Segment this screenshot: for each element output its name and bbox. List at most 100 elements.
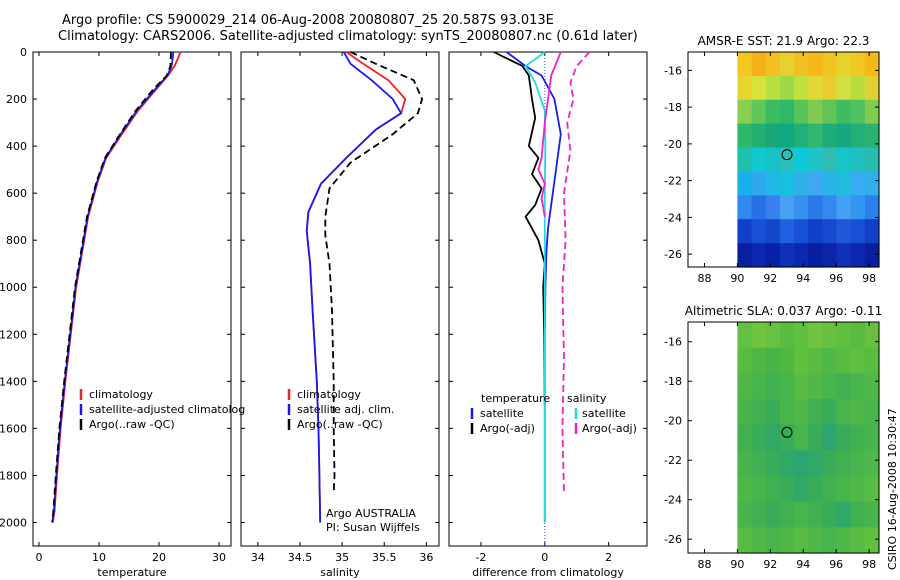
legend-title: temperature	[481, 392, 550, 405]
heatmap-cell	[765, 219, 781, 244]
y-tick-label: -24	[664, 494, 682, 507]
x-tick-label: 0	[541, 551, 548, 564]
heatmap-cell	[850, 123, 866, 149]
y-tick-label: 800	[6, 234, 27, 247]
heatmap-cell	[822, 399, 838, 426]
heatmap-cell	[751, 99, 767, 125]
y-tick-label: 400	[6, 140, 27, 153]
heatmap-cell	[822, 52, 838, 77]
heatmap-cell	[864, 243, 880, 268]
heatmap-cell	[836, 399, 852, 426]
heatmap-cell	[850, 322, 866, 349]
heatmap-cell	[737, 123, 753, 149]
x-tick-label: 96	[829, 558, 843, 571]
y-tick-label: -22	[664, 454, 682, 467]
heatmap-cell	[850, 219, 866, 244]
x-tick-label: 35	[335, 551, 349, 564]
x-axis-label: difference from climatology	[472, 566, 624, 579]
heatmap-cell	[864, 171, 880, 196]
axes-frame	[32, 51, 232, 547]
heatmap-cell	[751, 147, 767, 173]
x-tick-label: -2	[475, 551, 486, 564]
heatmap-cell	[864, 399, 880, 426]
series-line	[493, 51, 546, 405]
heatmap-cell	[836, 373, 852, 400]
heatmap-cell	[751, 243, 767, 268]
legend-entry: climatology	[89, 388, 153, 401]
series-line	[305, 51, 403, 523]
heatmap-cell	[765, 501, 781, 528]
series-line	[561, 51, 591, 495]
heatmap-cell	[737, 450, 753, 477]
salinity-panel: 34 34.5 35 35.5 36 salinity climatology satelli…	[240, 51, 440, 579]
heatmap-cell	[779, 123, 795, 149]
x-tick-label: 88	[697, 272, 711, 285]
heatmap-cell	[850, 75, 866, 101]
y-tick-label: 600	[6, 187, 27, 200]
heatmap-cell	[822, 195, 838, 220]
heatmap-cell	[737, 527, 753, 554]
heatmap-cell	[822, 373, 838, 400]
x-tick-label: 20	[152, 551, 166, 564]
x-tick-label: 92	[763, 558, 777, 571]
heatmap-cell	[808, 373, 823, 400]
heatmap-cell	[836, 75, 852, 101]
heatmap-cell	[836, 243, 852, 268]
heatmap-cell	[794, 347, 809, 374]
heatmap-cell	[822, 322, 838, 349]
heatmap-cell	[822, 476, 838, 503]
heatmap-cell	[850, 501, 866, 528]
x-tick-label: 34	[251, 551, 265, 564]
heatmap-cell	[779, 347, 795, 374]
heatmap-cell	[822, 424, 838, 451]
heatmap-cell	[850, 424, 866, 451]
heatmap-cell	[864, 527, 880, 554]
heatmap-cell	[808, 171, 823, 196]
heatmap-cell	[737, 99, 753, 125]
heatmap-cell	[765, 347, 781, 374]
x-tick-label: 10	[92, 551, 106, 564]
heatmap-cell	[737, 476, 753, 503]
legend-entry: Argo(..raw -QC)	[297, 418, 383, 431]
axes-frame	[687, 51, 880, 268]
heatmap-cell	[779, 99, 795, 125]
axes-frame	[240, 51, 440, 547]
heatmap-cell	[794, 243, 809, 268]
x-tick-label: 36	[419, 551, 433, 564]
x-tick-label: 90	[730, 558, 744, 571]
heatmap-cell	[864, 99, 880, 125]
plot-annotation: Argo AUSTRALIA	[326, 507, 416, 520]
axes-frame	[448, 51, 648, 547]
series-line	[51, 51, 175, 523]
heatmap-cell	[765, 424, 781, 451]
heatmap-cell	[779, 52, 795, 77]
heatmap-cell	[779, 501, 795, 528]
x-tick-label: 35.5	[372, 551, 397, 564]
heatmap-cell	[850, 147, 866, 173]
heatmap-cell	[836, 476, 852, 503]
x-axis-label: temperature	[97, 566, 166, 579]
heatmap-cell	[794, 476, 809, 503]
y-tick-label: -26	[664, 248, 682, 261]
heatmap-cell	[751, 171, 767, 196]
heatmap-cell	[794, 219, 809, 244]
heatmap-cell	[779, 75, 795, 101]
heatmap-cell	[822, 219, 838, 244]
legend-entry: satellite	[582, 407, 626, 420]
y-tick-label: -20	[664, 138, 682, 151]
heatmap-cell	[808, 322, 823, 349]
heatmap-cell	[850, 347, 866, 374]
y-tick-label: 200	[6, 93, 27, 106]
heatmap-cell	[808, 347, 823, 374]
heatmap-cell	[864, 52, 880, 77]
heatmap-cell	[751, 450, 767, 477]
heatmap-cell	[765, 476, 781, 503]
heatmap-cell	[836, 123, 852, 149]
argo-position-marker	[781, 426, 793, 438]
heatmap-cell	[737, 195, 753, 220]
heatmap-cell	[737, 322, 753, 349]
heatmap-cell	[794, 52, 809, 77]
heatmap-cell	[808, 219, 823, 244]
heatmap-cell	[794, 450, 809, 477]
